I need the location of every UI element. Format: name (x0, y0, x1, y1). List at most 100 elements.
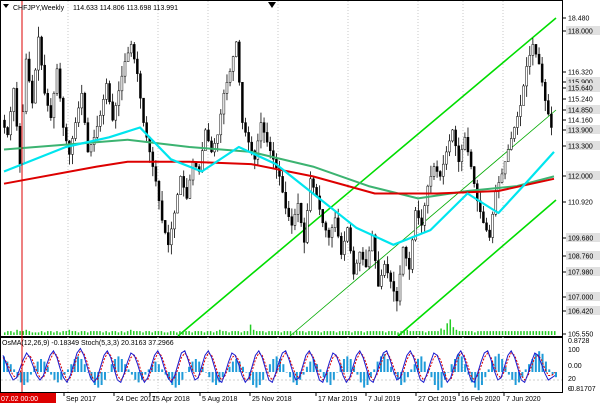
osma-bar-90 (305, 366, 308, 372)
volume-bar-52 (163, 332, 166, 335)
candle-body (318, 195, 321, 210)
volume-bar-126 (391, 331, 393, 335)
osma-bar-94 (319, 369, 322, 372)
candle-body (550, 113, 553, 128)
candle-body (506, 149, 510, 162)
price-tick-bg-6 (566, 105, 600, 114)
volume-bar-16 (53, 332, 55, 335)
osma-bar-107 (363, 372, 366, 388)
volume-bar-10 (34, 332, 37, 335)
collapse-arrow-icon[interactable] (3, 4, 9, 8)
volume-bar-116 (360, 331, 362, 335)
time-marker-label: 07.02 00:00 (1, 396, 38, 403)
volume-bar-168 (520, 331, 522, 335)
volume-bar-98 (305, 332, 307, 335)
volume-bar-89 (277, 331, 279, 335)
osma-bar-102 (346, 356, 349, 372)
osma-bar-115 (390, 366, 393, 372)
osma-tick-label-2: -0.81707 (568, 386, 596, 393)
volume-bar-19 (62, 331, 64, 335)
volume-bar-128 (397, 332, 399, 335)
candle-body (123, 61, 127, 77)
candle-body (222, 93, 226, 115)
volume-bar-28 (90, 331, 92, 335)
candle-body (380, 275, 383, 287)
candle-body (543, 82, 547, 101)
candle-body (503, 161, 507, 175)
price-tick-label-16: 106.420 (568, 309, 593, 316)
osma-bar-99 (336, 372, 339, 373)
osma-bar-62 (211, 372, 214, 383)
volume-bar-43 (136, 331, 138, 335)
price-tick-label-1: 118.000 (568, 29, 593, 36)
volume-bar-162 (501, 331, 504, 335)
candle-body (404, 246, 408, 259)
candle-body (509, 138, 513, 150)
volume-bar-160 (495, 331, 498, 335)
stoch-tick-label-0: 100 (568, 347, 580, 354)
candle-body (349, 227, 352, 252)
volume-bar-177 (547, 331, 550, 335)
candle-body (173, 212, 176, 230)
osma-bar-67 (228, 366, 231, 372)
osma-bar-161 (544, 361, 547, 372)
osma-bar-14 (50, 372, 53, 375)
volume-bar-163 (504, 331, 507, 335)
volume-bar-112 (348, 331, 350, 335)
volume-bar-106 (329, 331, 332, 335)
osma-bar-82 (279, 359, 281, 372)
candle-body (129, 44, 133, 54)
osma-bar-150 (507, 372, 510, 375)
volume-bar-108 (335, 332, 338, 335)
price-tick-label-11: 110.920 (568, 200, 593, 207)
volume-bar-35 (111, 331, 114, 335)
volume-bar-139 (431, 331, 433, 335)
candle-body (519, 105, 522, 117)
volume-bar-71 (222, 331, 224, 335)
volume-bar-131 (406, 329, 409, 335)
volume-bar-82 (255, 331, 258, 335)
candle-body (324, 222, 328, 231)
osma-bar-95 (322, 372, 325, 378)
candle-body (80, 93, 83, 109)
candle-body (540, 63, 544, 83)
volume-bar-44 (139, 331, 141, 335)
volume-bar-113 (351, 332, 353, 335)
price-tick-bg-4 (566, 83, 600, 92)
osma-bar-118 (400, 372, 403, 385)
volume-bar-149 (461, 331, 464, 335)
candle-body (136, 58, 139, 74)
osma-bar-37 (127, 369, 130, 372)
price-tick-label-2: 116.320 (568, 70, 593, 77)
osma-bar-64 (218, 372, 221, 383)
ma-cyan-line (3, 126, 555, 246)
candle-body (61, 97, 65, 128)
osma-bar-139 (470, 372, 473, 383)
volume-bar-17 (56, 331, 58, 335)
osma-bar-43 (147, 369, 150, 372)
candle-body (191, 161, 195, 181)
volume-bar-3 (13, 332, 15, 335)
osma-bar-108 (366, 372, 369, 385)
volume-bar-6 (22, 331, 24, 335)
volume-bar-129 (400, 331, 402, 335)
candle-body (24, 58, 28, 112)
time-label-1: Sep 2017 (66, 396, 96, 403)
candle-body (395, 290, 399, 302)
candle-body (244, 122, 247, 133)
candle-body (272, 150, 275, 160)
osma-bar-25 (87, 372, 90, 373)
osma-bar-97 (329, 372, 332, 385)
volume-bar-60 (188, 331, 190, 335)
osma-bar-65 (221, 372, 224, 378)
volume-bar-173 (535, 331, 538, 335)
osma-bar-68 (231, 361, 234, 372)
volume-bar-118 (366, 331, 369, 335)
volume-bar-7 (25, 329, 28, 335)
volume-bar-53 (166, 332, 169, 335)
candle-body (151, 151, 155, 167)
volume-bar-31 (99, 331, 101, 335)
osma-bar-147 (497, 353, 500, 372)
